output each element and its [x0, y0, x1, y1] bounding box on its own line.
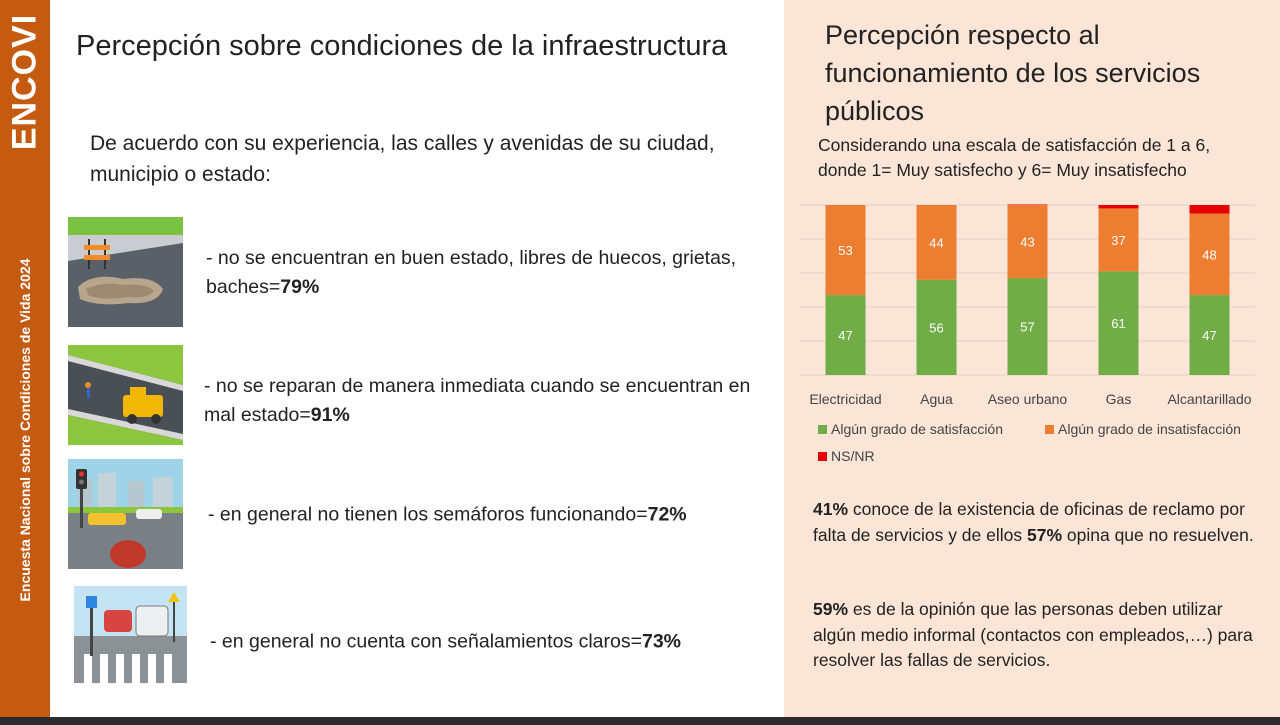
item-text: - en general no tienen los semáforos fun… — [208, 503, 687, 526]
bar-aseo-urbano-series-0 — [1007, 278, 1048, 375]
list-item: - en general no tienen los semáforos fun… — [68, 459, 768, 571]
encovi-logo: ENCOVI — [0, 10, 50, 150]
left-title: Percepción sobre condiciones de la infra… — [76, 30, 728, 62]
fact-office-claims: 41% conoce de la existencia de oficinas … — [813, 499, 1254, 545]
data-label: 53 — [838, 243, 852, 258]
bar-alcantarillado-series-0 — [1189, 295, 1230, 375]
bar-agua-series-0 — [916, 279, 957, 375]
data-label: 57 — [1020, 320, 1034, 335]
bar-agua-series-1 — [916, 205, 957, 280]
pothole-illustration — [68, 217, 183, 327]
data-label: 47 — [838, 328, 852, 343]
data-label: 47 — [1202, 328, 1216, 343]
data-label: 43 — [1020, 235, 1034, 250]
data-label: 61 — [1111, 316, 1125, 331]
data-label: 48 — [1202, 247, 1216, 262]
x-tick-label: Alcantarillado — [1167, 391, 1251, 407]
bar-gas-series-1 — [1098, 208, 1139, 272]
bar-gas-series-0 — [1098, 271, 1139, 375]
item-text: - no se reparan de manera inmediata cuan… — [204, 375, 751, 426]
question-text: De acuerdo con su experiencia, las calle… — [90, 132, 715, 186]
x-tick-label: Electricidad — [809, 391, 881, 407]
traffic-light-illustration — [68, 459, 183, 569]
bar-aseo-urbano-series-2 — [1007, 204, 1048, 205]
list-item: - no se reparan de manera inmediata cuan… — [68, 345, 768, 457]
bar-electricidad-series-0 — [825, 295, 866, 375]
legend-swatch — [818, 424, 827, 434]
data-label: 44 — [929, 235, 943, 250]
item-text: - no se encuentran en buen estado, libre… — [206, 247, 737, 298]
data-label: 37 — [1111, 233, 1125, 248]
item-text: - en general no cuenta con señalamientos… — [210, 630, 682, 653]
bar-gas-series-2 — [1098, 205, 1139, 209]
road-repair-illustration — [68, 345, 183, 445]
bar-aseo-urbano-series-1 — [1007, 205, 1048, 279]
x-tick-label: Agua — [920, 391, 953, 407]
x-tick-label: Aseo urbano — [988, 391, 1068, 407]
legend-item-dissatisfaction: Algún grado de insatisfacción — [1045, 421, 1241, 437]
road-signs-illustration — [74, 586, 187, 683]
bar-electricidad-series-1 — [825, 205, 866, 296]
right-title: Percepción respecto al funcionamiento de… — [825, 20, 1201, 126]
legend-item-satisfaction: Algún grado de satisfacción — [818, 421, 1003, 437]
x-tick-label: Gas — [1106, 391, 1132, 407]
scale-note: Considerando una escala de satisfacción … — [818, 135, 1211, 180]
list-item: - en general no cuenta con señalamientos… — [68, 586, 768, 698]
fact-informal-means: 59% es de la opinión que las personas de… — [813, 599, 1253, 670]
sidebar-title: Encuesta Nacional sobre Condiciones de V… — [17, 258, 33, 602]
data-label: 56 — [929, 320, 943, 335]
legend-item-nsnr: NS/NR — [818, 448, 875, 464]
stacked-bar-chart: 47 53 Electricidad 56 44 Agua 57 43 Aseo urbano 6… — [800, 204, 1255, 407]
list-item: - no se encuentran en buen estado, libre… — [68, 217, 768, 329]
legend-swatch — [1045, 424, 1054, 434]
bar-alcantarillado-series-1 — [1189, 213, 1230, 296]
bar-alcantarillado-series-2 — [1189, 205, 1230, 214]
logo-text: ENCOVI — [5, 13, 44, 151]
sidebar: ENCOVI Encuesta Nacional sobre Condicion… — [0, 0, 50, 717]
legend-swatch — [818, 451, 827, 461]
